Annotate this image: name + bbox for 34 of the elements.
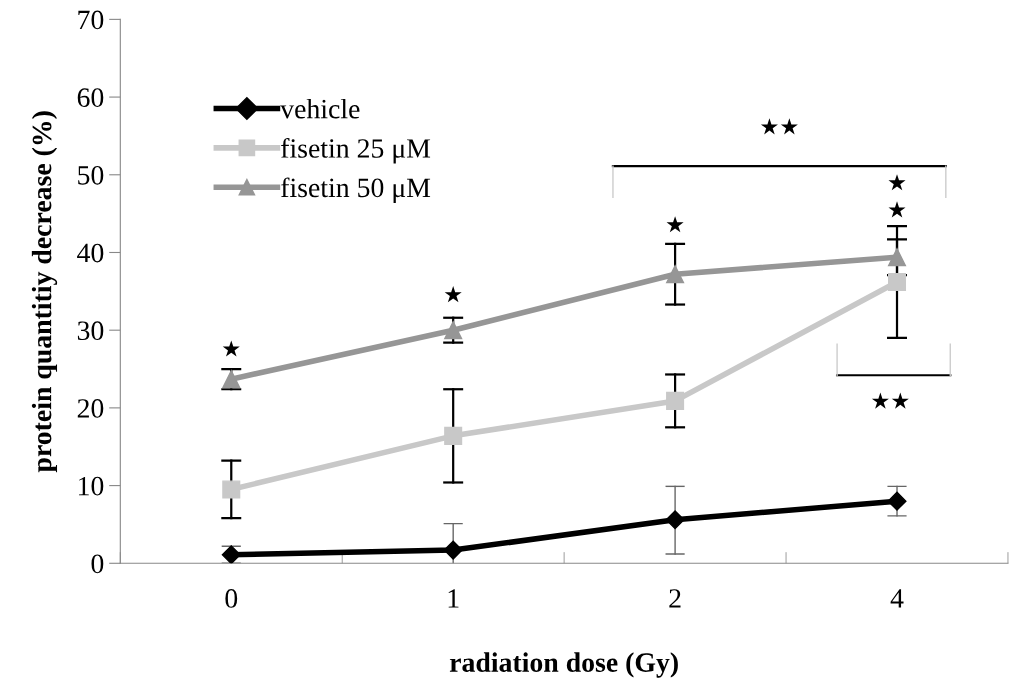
y-tick-label: 40 xyxy=(77,243,104,263)
x-tick-label: 2 xyxy=(669,589,681,608)
annotation: ★ xyxy=(888,201,906,218)
y-tick-label: 50 xyxy=(78,165,104,185)
annotation: ★ xyxy=(888,174,906,191)
point xyxy=(444,321,463,340)
y-tick-label: 20 xyxy=(77,399,104,418)
x-tick-label: 1 xyxy=(448,589,459,608)
point xyxy=(887,248,907,267)
x-tick-label: 0 xyxy=(225,589,238,608)
y-tick-label: 10 xyxy=(79,476,104,496)
y-axis-title: protein quantitiy decrease (%) xyxy=(31,111,58,473)
x-tick-label: 4 xyxy=(890,589,904,608)
annotation: ★ xyxy=(444,286,462,303)
annotation: ★★ xyxy=(760,118,798,135)
x-axis-title: radiation dose (Gy) xyxy=(449,652,678,678)
point xyxy=(666,265,685,284)
point xyxy=(222,480,241,499)
legend-label: vehicle xyxy=(280,98,360,119)
legend-label: fisetin 25 μM xyxy=(281,138,431,164)
point xyxy=(887,272,907,292)
y-tick-label: 70 xyxy=(78,10,104,30)
point xyxy=(887,491,907,511)
point xyxy=(665,510,685,530)
y-tick-label: 30 xyxy=(77,321,104,341)
point xyxy=(666,391,685,410)
point xyxy=(444,426,463,445)
y-tick-label: 60 xyxy=(77,88,104,107)
legend-label: fisetin 50 μM xyxy=(281,177,431,203)
y-tick-label: 0 xyxy=(91,554,104,574)
annotation: ★★ xyxy=(871,392,909,409)
annotation: ★ xyxy=(666,216,684,233)
point xyxy=(443,540,463,560)
annotation: ★ xyxy=(222,340,240,357)
